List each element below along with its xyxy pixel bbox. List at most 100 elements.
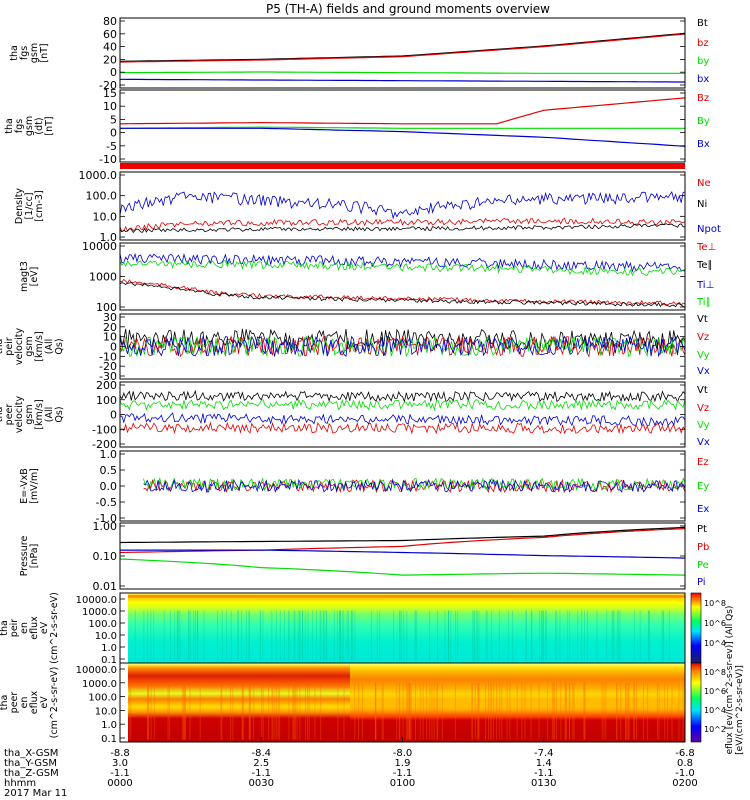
y-tick-label: 10000 xyxy=(82,240,117,253)
y-tick-label: -100 xyxy=(92,423,117,436)
y-tick-label: 1000.0 xyxy=(82,679,117,690)
legend-Ey: Ey xyxy=(697,481,709,492)
svg-text:eV: eV xyxy=(39,696,50,709)
svg-text:gsm: gsm xyxy=(24,404,35,424)
series-Pt xyxy=(119,526,686,544)
colorbar: 10^8 10^6 10^4 10^8 10^6 10^4 10^2 [eV/(cm^2-s… xyxy=(690,592,745,755)
y-tick-label: 15 xyxy=(103,87,117,100)
series-Bz xyxy=(119,97,686,125)
svg-text:gsm: gsm xyxy=(29,43,40,63)
x-row-label: tha_Y-GSM xyxy=(4,758,57,769)
y-tick-label: 40 xyxy=(103,41,117,54)
x-tick-label: 2.5 xyxy=(253,758,269,769)
svg-text:Qs): Qs) xyxy=(54,406,65,422)
svg-text:[nT]: [nT] xyxy=(39,43,50,62)
y-tick-label: 20 xyxy=(103,321,117,334)
svg-text:Qs): Qs) xyxy=(54,338,65,354)
y-axis-label: tha peir en eflux eV (cm^2-s-sr-eV) xyxy=(0,592,60,664)
y-tick-label: 100.0 xyxy=(88,619,117,630)
x-tick-label: -1.1 xyxy=(110,768,130,779)
y-tick-label: 1000 xyxy=(89,271,117,284)
legend-Pt: Pt xyxy=(697,524,707,535)
panel-7: 1.0 0.5 0.0 -0.5 -1.0 Ez Ey Ex E=-VxB [mV/m] xyxy=(19,448,709,525)
y-tick-label: 0 xyxy=(110,127,117,140)
panel-frame xyxy=(119,17,686,89)
y-tick-label: 10 xyxy=(103,100,117,113)
svg-text:Density: Density xyxy=(14,188,25,224)
svg-text:Pressure: Pressure xyxy=(19,536,30,577)
y-tick-label: 1.0 xyxy=(101,643,117,654)
y-axis-label: tha peer velocity gsm [km/s] (All Qs) xyxy=(0,396,65,434)
legend-by: by xyxy=(697,56,709,67)
panel-4: 10000 1000 100 Te⊥ Te∥ Ti⊥ Ti∥ magt3 [eV] xyxy=(19,240,716,314)
series-Ne xyxy=(119,190,686,220)
x-tick-label: -6.8 xyxy=(675,748,695,759)
legend-Vy: Vy xyxy=(697,350,710,361)
y-tick-label: 10000.0 xyxy=(76,595,117,606)
y-axis-label: tha fgs gsm (dt) [nT] xyxy=(4,116,55,136)
x-tick-label: 0130 xyxy=(531,778,556,789)
svg-text:[km/s]: [km/s] xyxy=(34,331,45,361)
y-tick-label: -20 xyxy=(99,360,117,373)
y-tick-label: 100.0 xyxy=(86,190,118,203)
x-tick-label: -1.1 xyxy=(251,768,271,779)
colorbar-tick: 10^8 xyxy=(704,668,726,677)
x-row-label: tha_X-GSM xyxy=(4,748,58,759)
figure-title: P5 (TH-A) fields and ground moments over… xyxy=(266,2,550,16)
y-tick-label: 0 xyxy=(110,341,117,354)
svg-text:[cm-3]: [cm-3] xyxy=(34,190,45,221)
series-Npot xyxy=(119,223,685,234)
y-axis-label: Pressure [nPa] xyxy=(19,536,40,577)
y-tick-label: 10 xyxy=(103,331,117,344)
panel-10: 10000.0 1000.0 100.0 10.0 1.0 0.1 tha peer en efl… xyxy=(0,662,686,745)
series-Bx xyxy=(120,127,686,147)
svg-text:(dt): (dt) xyxy=(34,117,45,134)
legend-Pb: Pb xyxy=(697,542,709,553)
colorbar-tick: 10^6 xyxy=(704,619,726,628)
svg-text:eflux: eflux xyxy=(29,616,40,640)
svg-text:peer: peer xyxy=(4,404,15,426)
series-Pb xyxy=(119,528,686,554)
y-tick-label: 30 xyxy=(103,311,117,324)
x-tick-label: 1.9 xyxy=(395,758,411,769)
colorbar-tick: 10^8 xyxy=(704,599,726,608)
colorbar-tick: 10^4 xyxy=(704,706,726,715)
y-tick-label: 0.1 xyxy=(101,655,117,666)
colorbar-tick: 10^6 xyxy=(704,687,726,696)
x-tick-label: 3.0 xyxy=(112,758,128,769)
legend-Vz: Vz xyxy=(697,403,709,414)
panel-8: 1.00 0.10 0.01 Pt Pb Pe Pi Pressure [nPa] xyxy=(19,520,709,593)
y-tick-label: 0.10 xyxy=(93,550,118,563)
spectrogram xyxy=(128,594,685,663)
y-axis-label: E=-VxB [mV/m] xyxy=(19,468,40,504)
series-Te∥ xyxy=(119,282,686,308)
svg-text:[nPa]: [nPa] xyxy=(29,544,40,569)
svg-text:[km/s]: [km/s] xyxy=(34,399,45,429)
y-axis-label: tha peer en eflux eV (cm^2-s-sr-eV) xyxy=(0,667,60,739)
y-tick-label: 0.5 xyxy=(100,464,118,477)
svg-text:tha: tha xyxy=(0,695,10,711)
y-tick-label: 1.0 xyxy=(100,231,118,244)
series-Vz xyxy=(119,421,686,435)
legend-Npot: Npot xyxy=(697,224,721,235)
legend-Vt: Vt xyxy=(697,385,708,396)
legend-Bz: Bz xyxy=(697,93,709,104)
series-by xyxy=(119,71,685,74)
y-axis-label: magt3 [eV] xyxy=(19,261,40,292)
legend-Ez: Ez xyxy=(697,457,709,468)
svg-text:magt3: magt3 xyxy=(19,261,30,292)
y-tick-label: -30 xyxy=(99,370,117,383)
legend-Ne: Ne xyxy=(697,178,711,189)
svg-text:tha: tha xyxy=(0,339,5,355)
series-Ti⊥ xyxy=(119,252,686,273)
series-bz xyxy=(119,33,686,63)
series-Vz xyxy=(119,335,686,358)
y-tick-label: 10.0 xyxy=(95,706,117,717)
y-tick-label: -10 xyxy=(99,153,117,166)
colorbar-overlap-label: eflux [ev/(cm^2-s-sr-ev)] (All Qs) xyxy=(725,606,735,755)
red-band xyxy=(120,163,685,169)
colorbar-bottom xyxy=(690,662,702,743)
x-axis: tha_X-GSMtha_Y-GSMtha_Z-GSMhhmm-8.83.0-1… xyxy=(4,737,698,789)
